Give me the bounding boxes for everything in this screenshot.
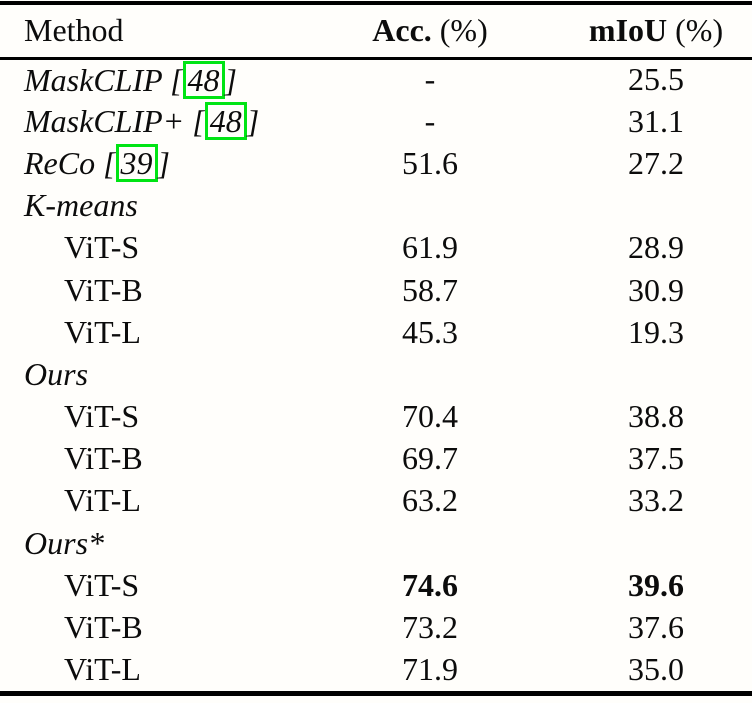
table-row: ViT-S 70.4 38.8	[0, 396, 752, 438]
method-cell: ViT-S	[64, 229, 140, 266]
method-cell: ViT-B	[64, 440, 143, 477]
table-header-row: Method Acc. (%) mIoU (%)	[0, 5, 752, 58]
acc-cell: 61.9	[402, 229, 458, 266]
table-row: ViT-B 69.7 37.5	[0, 438, 752, 480]
miou-cell: 25.5	[628, 61, 684, 98]
column-header-miou: mIoU (%)	[560, 5, 752, 58]
acc-cell	[300, 185, 560, 227]
method-cell: ViT-S	[64, 566, 140, 603]
miou-cell: 27.2	[628, 144, 684, 181]
table-row: MaskCLIP+ [48] - 31.1	[0, 100, 752, 142]
top-rule	[0, 1, 752, 5]
miou-cell	[560, 353, 752, 395]
table-row: ViT-B 73.2 37.6	[0, 606, 752, 648]
citation-link[interactable]: 39	[115, 144, 158, 183]
method-cell-group: K-means	[24, 187, 138, 224]
miou-cell: 33.2	[628, 482, 684, 519]
method-cell: MaskCLIP+ [48]	[0, 100, 300, 142]
citation-bracket: ]	[157, 145, 170, 182]
miou-label: mIoU	[588, 12, 668, 49]
citation-link[interactable]: 48	[182, 60, 225, 99]
citation-link[interactable]: 48	[204, 102, 247, 141]
acc-cell: 63.2	[402, 482, 458, 519]
acc-cell-best: 74.6	[402, 566, 458, 603]
method-name: MaskCLIP+ [	[24, 103, 205, 140]
citation-bracket: ]	[246, 103, 260, 140]
table-row: ViT-L 71.9 35.0	[0, 649, 752, 691]
table-row: ViT-S 61.9 28.9	[0, 227, 752, 269]
acc-label: Acc.	[372, 12, 432, 49]
acc-cell: 51.6	[402, 144, 458, 181]
table-row: ReCo [39] 51.6 27.2	[0, 142, 752, 184]
method-cell: ViT-B	[64, 609, 143, 646]
table-row: ViT-L 63.2 33.2	[0, 480, 752, 522]
method-cell: ViT-B	[64, 271, 143, 308]
acc-cell: 69.7	[402, 440, 458, 477]
acc-cell	[300, 353, 560, 395]
miou-unit: (%)	[667, 12, 724, 49]
table-row: MaskCLIP [48] - 25.5	[0, 58, 752, 100]
acc-cell: 71.9	[402, 651, 458, 688]
method-cell: ViT-L	[64, 313, 141, 350]
miou-cell	[560, 522, 752, 564]
table-row: K-means	[0, 185, 752, 227]
results-table: Method Acc. (%) mIoU (%) MaskCLIP [48] -…	[0, 5, 752, 691]
method-name: ReCo [	[24, 145, 116, 182]
table-row: Ours	[0, 353, 752, 395]
method-cell-group: Ours*	[24, 524, 105, 561]
miou-cell: 35.0	[628, 651, 684, 688]
column-header-acc: Acc. (%)	[300, 5, 560, 58]
acc-unit: (%)	[431, 12, 488, 49]
method-cell: ViT-L	[64, 482, 141, 519]
table-row: ViT-L 45.3 19.3	[0, 311, 752, 353]
acc-cell: 70.4	[402, 398, 458, 435]
method-cell: ViT-L	[64, 651, 141, 688]
miou-cell: 31.1	[628, 102, 684, 139]
acc-cell	[300, 522, 560, 564]
bottom-rule	[0, 691, 752, 696]
miou-cell: 37.6	[628, 609, 684, 646]
miou-cell: 30.9	[628, 271, 684, 308]
miou-cell-best: 39.6	[628, 566, 684, 603]
table-row: ViT-B 58.7 30.9	[0, 269, 752, 311]
method-cell: ViT-S	[64, 398, 140, 435]
acc-cell: -	[424, 102, 436, 139]
acc-cell: 45.3	[402, 313, 458, 350]
citation-bracket: ]	[224, 61, 237, 98]
table-row: ViT-S 74.6 39.6	[0, 564, 752, 606]
miou-cell: 28.9	[628, 229, 684, 266]
method-cell-group: Ours	[24, 355, 89, 392]
miou-cell	[560, 185, 752, 227]
column-header-method: Method	[24, 12, 124, 49]
miou-cell: 37.5	[628, 440, 684, 477]
table-row: Ours*	[0, 522, 752, 564]
acc-cell: -	[424, 61, 436, 98]
method-cell: MaskCLIP [48]	[0, 58, 300, 100]
miou-cell: 38.8	[628, 398, 684, 435]
acc-cell: 73.2	[402, 609, 458, 646]
miou-cell: 19.3	[628, 313, 684, 350]
acc-cell: 58.7	[402, 271, 458, 308]
method-name: MaskCLIP [	[24, 61, 183, 98]
method-cell: ReCo [39]	[0, 142, 300, 184]
